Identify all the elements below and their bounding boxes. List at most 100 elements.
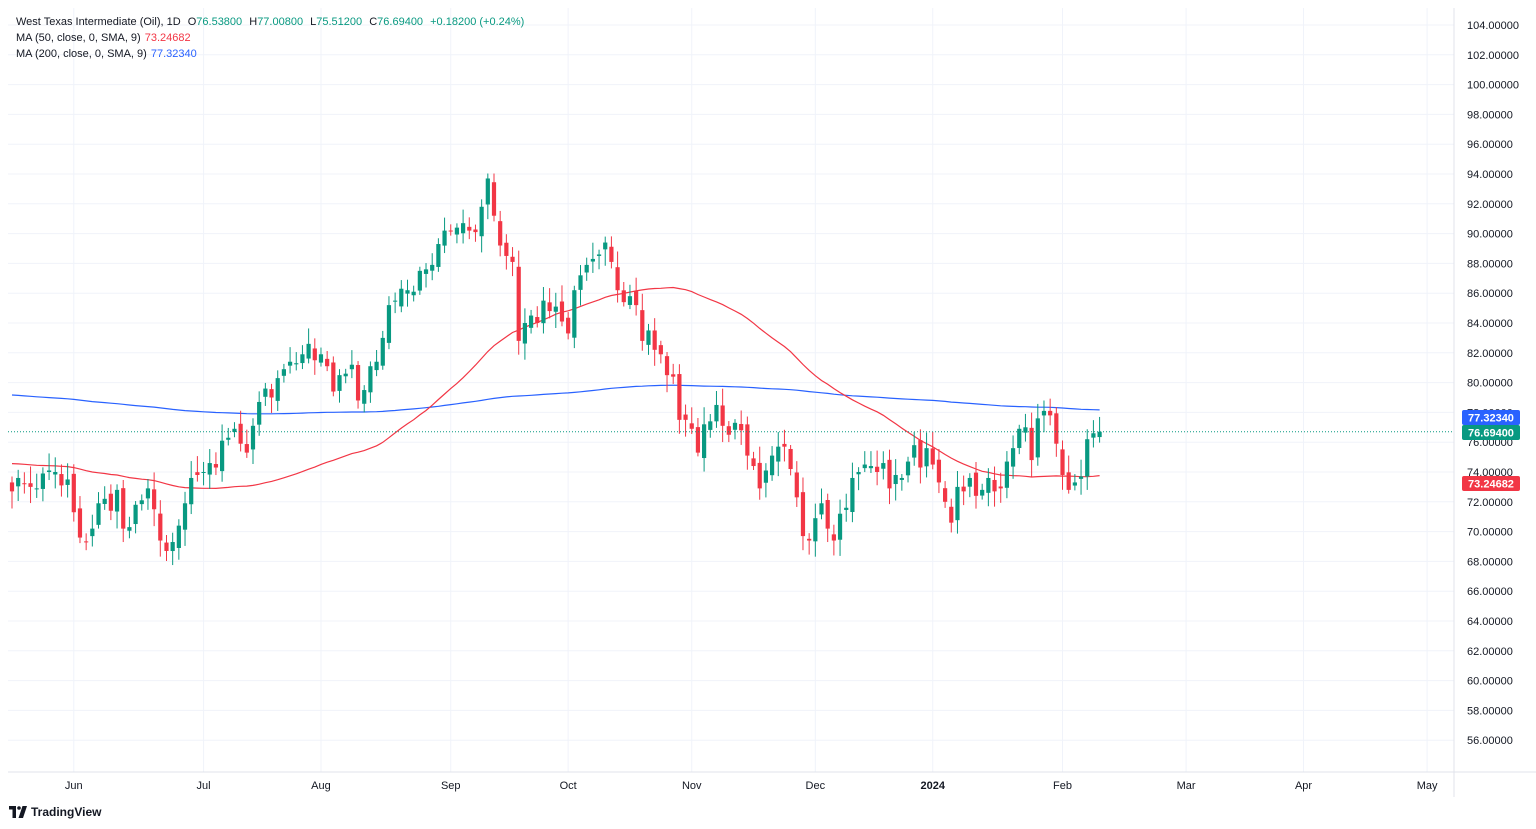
y-tick-label: 68.00000 <box>1467 556 1513 568</box>
candle <box>417 266 422 295</box>
candle <box>535 306 540 328</box>
candle <box>473 224 478 242</box>
candle-body <box>485 178 490 205</box>
y-tick-label: 92.00000 <box>1467 199 1513 211</box>
change-value: +0.18200 (+0.24%) <box>430 16 525 28</box>
y-tick-label: 102.00000 <box>1467 50 1519 62</box>
y-tick-label: 82.00000 <box>1467 348 1513 360</box>
candle-body <box>627 296 633 305</box>
candle-body <box>139 500 144 505</box>
candle-body <box>454 227 460 235</box>
candle-body <box>683 414 688 420</box>
candle <box>943 481 948 508</box>
candle-body <box>448 230 453 232</box>
candle <box>695 417 701 457</box>
candle <box>745 416 750 470</box>
candle-body <box>998 486 1003 489</box>
candle-body <box>658 345 663 355</box>
candle <box>46 453 52 481</box>
candle <box>739 410 744 445</box>
legend-ma50-row[interactable]: MA (50, close, 0, SMA, 9) 73.24682 <box>16 30 524 46</box>
candle-body <box>652 330 657 350</box>
candle-body <box>287 361 293 366</box>
candle-body <box>572 290 577 338</box>
candle <box>992 466 997 507</box>
candle <box>238 410 243 452</box>
candle <box>34 473 39 498</box>
candle <box>430 253 435 281</box>
tradingview-brand[interactable]: TradingView <box>9 805 101 819</box>
candle <box>182 491 188 546</box>
candle-body <box>380 337 385 366</box>
candle-body <box>201 472 206 473</box>
candle-body <box>213 464 219 468</box>
x-tick-label: Dec <box>806 780 826 792</box>
candle-body <box>250 425 256 450</box>
candle-body <box>992 479 997 492</box>
candle-body <box>300 354 305 364</box>
candle <box>423 263 429 288</box>
candle <box>201 461 206 486</box>
candle-body <box>1035 418 1040 458</box>
candle <box>541 287 546 334</box>
x-tick-label: Feb <box>1053 780 1072 792</box>
x-tick-label: Mar <box>1177 780 1196 792</box>
candle <box>145 479 151 510</box>
candle <box>411 285 416 302</box>
y-tick-label: 62.00000 <box>1467 646 1513 658</box>
candle <box>584 257 589 281</box>
candle <box>349 350 354 379</box>
candle <box>102 486 107 510</box>
candle-body <box>84 541 89 543</box>
candle-body <box>195 472 200 475</box>
y-tick-label: 96.00000 <box>1467 139 1513 151</box>
candle <box>504 234 509 270</box>
candle <box>689 407 694 434</box>
price-tag-bg <box>1462 410 1520 425</box>
candle-body <box>473 229 478 233</box>
y-axis[interactable]: 104.00000 102.00000 100.00000 98.00000 96.00… <box>1467 20 1519 747</box>
x-axis[interactable]: Jun Jul Aug Sep Oct Nov Dec 2024 Feb Mar Apr May <box>65 780 1438 792</box>
candle <box>40 467 45 502</box>
candle-body <box>609 246 614 262</box>
candle-body <box>943 488 948 502</box>
candle-body <box>306 343 311 359</box>
close-value: 76.69400 <box>377 16 424 28</box>
candle-body <box>819 503 824 515</box>
candle <box>1004 451 1009 499</box>
x-tick-label: Sep <box>441 780 461 792</box>
candle <box>1091 420 1096 448</box>
candle <box>467 217 472 240</box>
candle <box>77 496 83 544</box>
candle-body <box>522 323 527 344</box>
price-tag-ma200: 77.32340 <box>1462 410 1520 425</box>
y-tick-label: 64.00000 <box>1467 616 1513 628</box>
candle-body <box>850 477 855 513</box>
candle-body <box>1029 427 1034 461</box>
candle <box>1029 412 1034 477</box>
symbol-label[interactable]: West Texas Intermediate (Oil), 1D <box>16 16 181 28</box>
candle <box>1078 459 1084 495</box>
candle <box>281 363 286 383</box>
candle <box>454 223 460 244</box>
candle-body <box>967 477 972 487</box>
candle-body <box>386 305 392 343</box>
candle <box>1066 455 1071 494</box>
legend-ma200-row[interactable]: MA (200, close, 0, SMA, 9) 77.32340 <box>16 46 524 62</box>
candle <box>776 432 781 477</box>
candle <box>955 470 960 534</box>
candle <box>566 312 571 340</box>
candle <box>918 429 923 484</box>
candle-body <box>794 472 799 498</box>
chart-legend: West Texas Intermediate (Oil), 1D O76.53… <box>16 14 524 62</box>
candle-body <box>22 483 27 485</box>
candle-body <box>1072 482 1077 486</box>
candle-body <box>189 477 194 505</box>
candle <box>331 356 336 397</box>
candle <box>553 292 558 328</box>
candle-body <box>905 461 911 476</box>
candle <box>720 388 725 443</box>
candle-body <box>862 464 867 469</box>
candle <box>158 500 163 557</box>
candle-body <box>973 472 979 496</box>
